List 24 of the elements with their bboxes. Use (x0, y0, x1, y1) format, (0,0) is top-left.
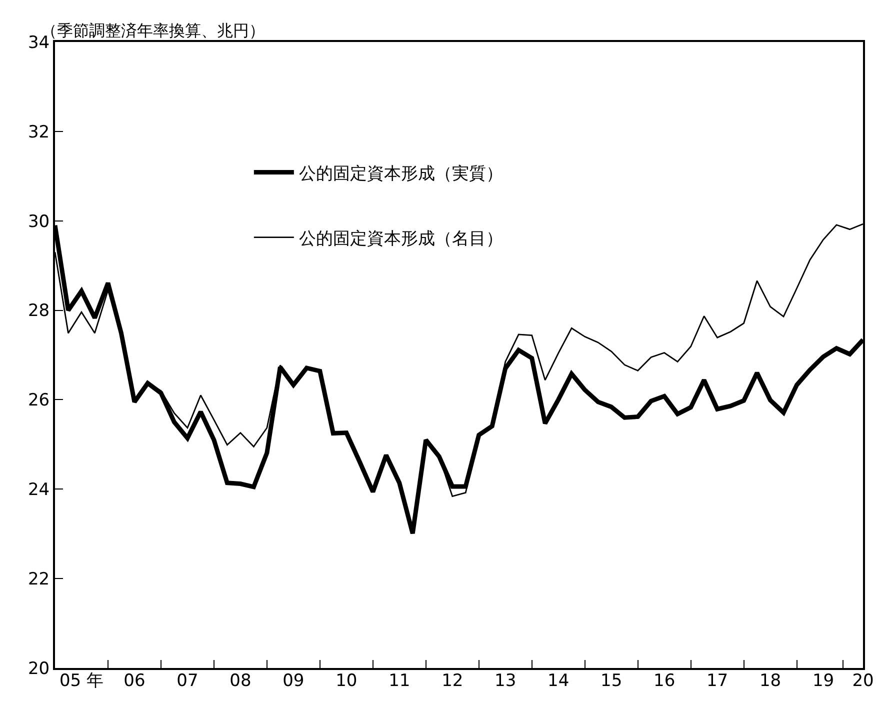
x-tick-label: 14 (548, 671, 570, 691)
y-tick-label: 22 (28, 570, 50, 590)
x-tick-label: 09 (282, 671, 304, 691)
x-tick-label: 15 (600, 671, 622, 691)
x-tick-label: 05 年 (59, 671, 104, 691)
x-tick-label: 06 (124, 671, 146, 691)
x-tick-label: 20 (852, 671, 874, 691)
x-tick-label: 11 (388, 671, 410, 691)
y-tick-label: 26 (28, 390, 50, 411)
y-tick-label: 28 (28, 301, 50, 322)
x-tick-label: 19 (812, 671, 834, 691)
x-tick-label: 07 (176, 671, 198, 691)
x-tick-label: 16 (653, 671, 676, 691)
x-tick-label: 18 (759, 671, 782, 691)
y-tick-label: 30 (28, 212, 50, 232)
y-tick-label: 32 (28, 122, 50, 142)
legend-label: 公的固定資本形成（実質） (298, 164, 503, 184)
y-tick-label: 24 (28, 480, 50, 500)
x-tick-label: 13 (494, 671, 516, 691)
x-tick-label: 10 (336, 671, 358, 691)
x-tick-label: 08 (230, 671, 252, 691)
x-tick-label: 12 (442, 671, 464, 691)
legend-label: 公的固定資本形成（名目） (298, 228, 503, 249)
x-tick-label: 17 (706, 671, 728, 691)
